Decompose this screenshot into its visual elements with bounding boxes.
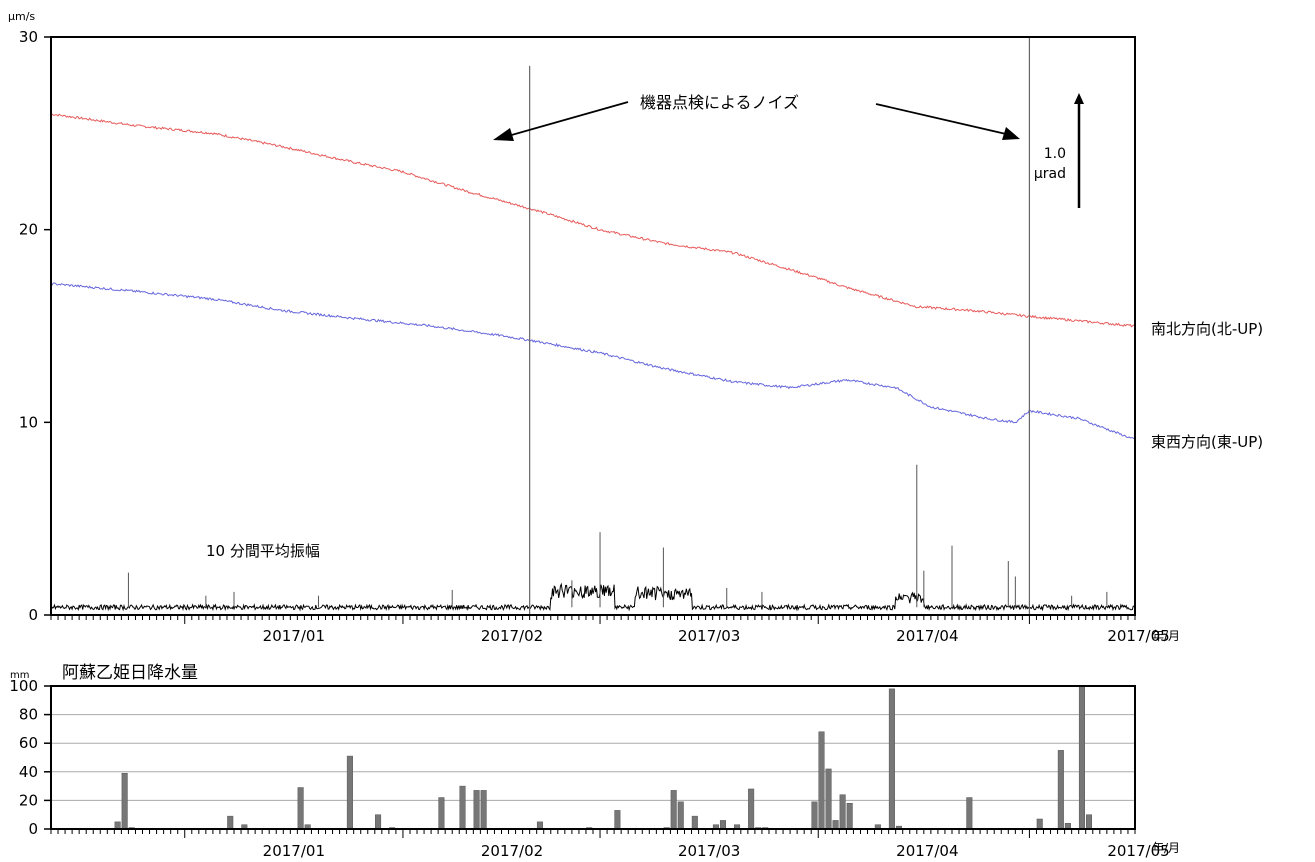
rainfall-bar [888, 688, 895, 830]
rainfall-bars [114, 685, 1093, 830]
top-y-tick-label: 0 [28, 606, 38, 624]
bottom-y-tick-label: 40 [19, 763, 38, 781]
rainfall-bar [473, 790, 480, 830]
annotation-arrowhead-left [493, 128, 514, 141]
top-x-tick-label: 2017/01 [263, 627, 325, 645]
rainfall-bar [346, 755, 353, 830]
annotation-arrows [493, 101, 1020, 141]
top-y-tick-label: 30 [19, 28, 38, 46]
top-unit-label: μm/s [8, 10, 35, 23]
top-plot-frame [50, 36, 1136, 616]
rainfall-bar [375, 814, 382, 830]
bottom-y-tick-label: 60 [19, 734, 38, 752]
legend-amplitude: 10 分間平均振幅 [206, 542, 320, 560]
rainfall-bar [1057, 750, 1064, 830]
annotation-arrowhead-right [1002, 127, 1020, 140]
rainfall-bar [825, 768, 832, 830]
rainfall-bar [1085, 814, 1093, 830]
rainfall-bar [966, 797, 973, 830]
scale-bar-arrowhead [1074, 93, 1084, 104]
scale-bar-value: 1.0 [1044, 146, 1066, 162]
bottom-y-tick-label: 80 [19, 706, 38, 724]
annotation-arrow-left [507, 101, 629, 137]
rainfall-bar [691, 815, 698, 830]
rainfall-bar [748, 788, 755, 830]
rainfall-bar [614, 810, 621, 830]
top-x-axis: 2017/01 2017/02 2017/03 2017/04 2017/05 [50, 615, 1170, 645]
legend-ew: 東西方向(東-UP) [1151, 433, 1263, 451]
rainfall-bar [846, 803, 853, 830]
rainfall-bar [121, 772, 128, 830]
bottom-y-tick-label: 0 [28, 820, 38, 838]
top-x-tick-label: 2017/02 [481, 627, 543, 645]
ew-tilt-line [50, 282, 1136, 440]
bottom-x-axis: 2017/01 2017/02 2017/03 2017/04 2017/05 [50, 829, 1170, 860]
rainfall-title: 阿蘇乙姫日降水量 [62, 663, 198, 683]
rainfall-bar [839, 794, 846, 830]
noise-annotation: 機器点検によるノイズ [640, 93, 799, 112]
rainfall-bar [1036, 818, 1043, 830]
annotation-arrow-right [875, 103, 1007, 135]
bottom-plot-frame [50, 685, 1136, 830]
legend-ns: 南北方向(北-UP) [1151, 320, 1263, 338]
bottom-y-tick-label: 100 [9, 677, 38, 695]
bottom-gridlines [51, 714, 1135, 801]
rainfall-bar [114, 821, 121, 830]
rainfall-bar [480, 790, 487, 830]
rainfall-bar [677, 801, 684, 830]
bottom-x-tick-label: 2017/05 [1107, 842, 1169, 860]
rainfall-bar [536, 821, 543, 830]
rainfall-bar [811, 801, 818, 830]
rainfall-bar [438, 797, 445, 830]
x-axis-label-top: 年/月 [1152, 629, 1180, 643]
rainfall-bar [818, 731, 825, 830]
scale-bar-unit: μrad [1034, 166, 1066, 182]
bottom-unit-label: mm [10, 670, 29, 681]
top-x-tick-label: 2017/04 [896, 627, 958, 645]
top-y-axis: 0 10 20 30 [19, 28, 51, 624]
bottom-x-tick-label: 2017/04 [896, 842, 958, 860]
top-y-tick-label: 10 [19, 413, 38, 431]
bottom-y-tick-label: 20 [19, 791, 38, 809]
top-y-tick-label: 20 [19, 221, 38, 239]
top-series-group [50, 37, 1136, 615]
scale-bar: 1.0 μrad [1034, 93, 1084, 208]
bottom-y-axis: 0 20 40 60 80 100 [9, 677, 51, 838]
rainfall-bar [1078, 685, 1085, 830]
rainfall-bar [227, 815, 234, 830]
rainfall-bar [297, 787, 304, 830]
rainfall-bar [832, 820, 839, 830]
top-x-tick-label: 2017/03 [678, 627, 740, 645]
rainfall-bar [670, 790, 677, 830]
rainfall-bar [719, 820, 726, 830]
bottom-x-tick-label: 2017/02 [481, 842, 543, 860]
x-axis-label-bottom: 年/月 [1152, 841, 1180, 855]
top-x-tick-label: 2017/05 [1107, 627, 1169, 645]
amplitude-line [50, 582, 1136, 612]
bottom-x-tick-label: 2017/03 [678, 842, 740, 860]
rainfall-bar [459, 785, 466, 830]
ns-tilt-line [51, 113, 1136, 328]
bottom-x-tick-label: 2017/01 [263, 842, 325, 860]
